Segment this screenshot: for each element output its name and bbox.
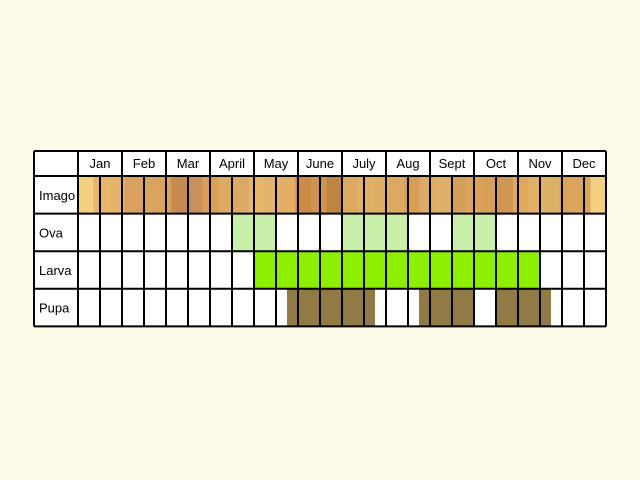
imago-band-segment — [512, 176, 529, 214]
larva-cell — [320, 251, 342, 289]
larva-cell — [386, 251, 408, 289]
larva-cell — [364, 251, 386, 289]
ova-cell — [452, 213, 474, 252]
ova-cell — [342, 213, 364, 252]
month-label-may: May — [264, 156, 289, 171]
larva-cell — [518, 251, 540, 289]
larva-cell — [298, 251, 320, 289]
larva-cell — [408, 251, 430, 289]
pupa-bar — [496, 288, 551, 327]
month-label-oct: Oct — [486, 156, 507, 171]
larva-cell — [452, 251, 474, 289]
row-label-ova: Ova — [39, 225, 64, 240]
ova-cell — [364, 213, 386, 252]
imago-band-segment — [574, 176, 591, 214]
imago-band-segment — [186, 176, 203, 214]
ova-cell — [254, 213, 276, 252]
month-label-aug: Aug — [396, 156, 419, 171]
month-label-feb: Feb — [133, 156, 155, 171]
imago-band-segment — [264, 176, 281, 214]
imago-band-segment — [342, 176, 359, 214]
imago-band-segment — [543, 176, 560, 214]
imago-band-segment — [357, 176, 374, 214]
imago-band-segment — [404, 176, 421, 214]
larva-cell — [474, 251, 496, 289]
imago-band-segment — [124, 176, 141, 214]
month-label-april: April — [219, 156, 245, 171]
imago-band-segment — [295, 176, 312, 214]
month-label-june: June — [306, 156, 334, 171]
month-label-mar: Mar — [177, 156, 200, 171]
imago-band-segment — [388, 176, 405, 214]
ova-cell — [232, 213, 254, 252]
chart-labels: Imago Ova Larva Pupa Jan Feb Mar April May June Ju… — [39, 156, 596, 316]
larva-cell — [254, 251, 276, 289]
row-label-imago: Imago — [39, 188, 75, 203]
imago-band-segment — [248, 176, 265, 214]
imago-band-segment — [140, 176, 157, 214]
month-label-july: July — [352, 156, 376, 171]
imago-band-segment — [528, 176, 545, 214]
imago-band-segment — [217, 176, 234, 214]
larva-cell — [496, 251, 518, 289]
ova-cell — [386, 213, 408, 252]
ova-cell — [474, 213, 496, 252]
imago-band-segment — [78, 176, 95, 214]
pupa-bar — [419, 288, 474, 327]
imago-band-segment — [450, 176, 467, 214]
imago-band-segment — [497, 176, 514, 214]
imago-band-segment — [559, 176, 576, 214]
row-label-larva: Larva — [39, 263, 72, 278]
imago-band-segment — [435, 176, 452, 214]
larva-cell — [342, 251, 364, 289]
imago-band-segment — [326, 176, 343, 214]
imago-band-segment — [233, 176, 250, 214]
chart-grid — [33, 150, 607, 328]
month-label-nov: Nov — [528, 156, 552, 171]
imago-band-segment — [310, 176, 327, 214]
pupa-bar — [287, 288, 375, 327]
month-label-sept: Sept — [439, 156, 466, 171]
imago-band-segment — [590, 176, 607, 214]
month-label-dec: Dec — [572, 156, 596, 171]
imago-band-segment — [419, 176, 436, 214]
larva-cell — [430, 251, 452, 289]
imago-band-segment — [93, 176, 110, 214]
imago-band-segment — [279, 176, 296, 214]
month-label-jan: Jan — [90, 156, 111, 171]
imago-band-segment — [155, 176, 172, 214]
row-label-pupa: Pupa — [39, 301, 70, 316]
imago-band-segment — [481, 176, 498, 214]
larva-cell — [276, 251, 298, 289]
imago-band-segment — [171, 176, 188, 214]
